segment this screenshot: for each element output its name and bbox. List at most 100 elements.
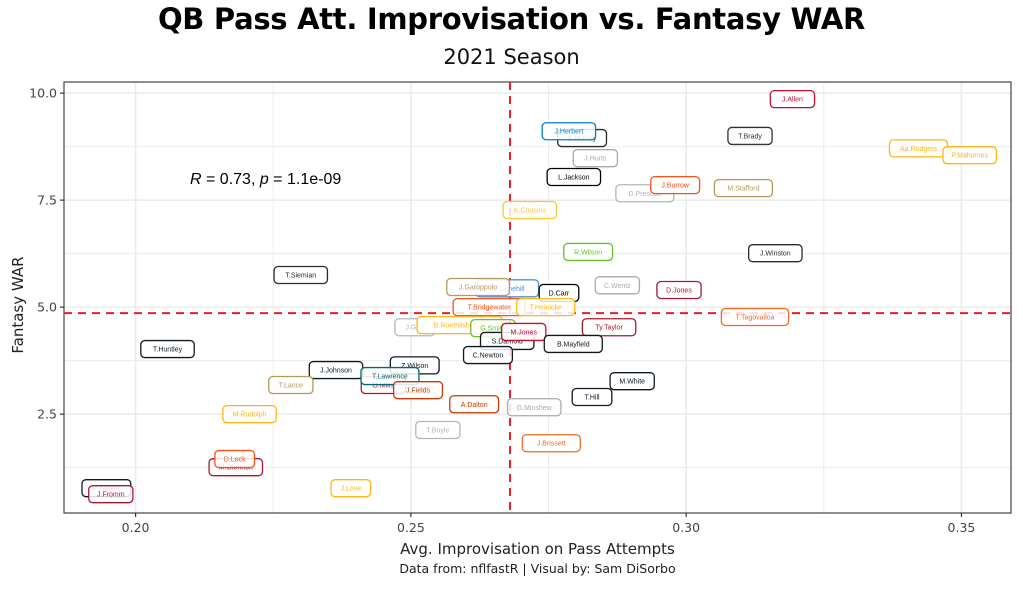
point-label-m-stafford: M.Stafford	[713, 178, 774, 198]
point-label-text: J.Allen	[782, 97, 803, 104]
point-label-text: Ty.Taylor	[595, 325, 623, 332]
label-box	[563, 242, 614, 262]
point-label-text: T.Siemian	[285, 273, 316, 280]
point-label-text: J.Love	[341, 486, 362, 493]
label-box	[500, 322, 547, 342]
point-label-text: A.Dalton	[461, 402, 488, 409]
point-label-text: C.Newton	[473, 353, 504, 360]
point-label-j-johnson: J.Johnson	[308, 360, 364, 380]
point-label-text: Aa.Rodgers	[900, 146, 937, 153]
label-box	[572, 149, 619, 168]
p-symbol: p	[259, 171, 269, 188]
point-label-m-rudolph: M.Rudolph	[222, 404, 277, 424]
point-label-text: T.Tagovailoa	[736, 314, 775, 321]
x-tick-label: 0.30	[672, 520, 700, 535]
point-label-text: K.Cousins	[514, 207, 546, 214]
label-box	[650, 175, 701, 195]
data-points: J.AllenT.BradyAa.RodgersP.MahomesK.Murra…	[81, 89, 998, 504]
point-label-text: T.Lawrence	[372, 374, 408, 381]
label-box	[656, 280, 702, 300]
point-label-t-siemian: T.Siemian	[273, 265, 329, 285]
point-label-t-lawrence: T.Lawrence	[360, 366, 420, 386]
point-label-text: P.Mahomes	[951, 153, 988, 160]
point-label-aa-rodgers: Aa.Rodgers	[888, 139, 949, 158]
point-label-t-boyle: T.Boyle	[415, 420, 461, 440]
label-box	[273, 265, 329, 285]
point-label-text: T.Brady	[738, 133, 762, 140]
point-label-text: L.Jackson	[558, 175, 590, 182]
label-box	[222, 404, 277, 424]
y-tick-label: 7.5	[37, 193, 57, 208]
point-label-t-brady: T.Brady	[727, 126, 773, 146]
point-label-text: T.Hill	[584, 395, 600, 402]
label-box	[546, 167, 602, 187]
point-label-j-fromm: J.Fromm	[88, 485, 134, 504]
point-label-text: C.Wentz	[604, 283, 631, 290]
r-value: 0.73	[220, 171, 251, 188]
point-label-j-love: J.Love	[330, 479, 372, 498]
sep: ,	[251, 171, 260, 188]
x-tick-label: 0.35	[948, 520, 976, 535]
point-label-text: J.Hurts	[584, 156, 607, 163]
label-box	[769, 89, 816, 109]
point-label-text: T.Boyle	[426, 427, 449, 434]
r-eq: =	[202, 171, 220, 188]
point-label-r-wilson: R.Wilson	[563, 242, 614, 262]
point-label-c-wentz: C.Wentz	[594, 276, 641, 295]
point-label-text: D.Carr	[549, 291, 570, 298]
label-box	[392, 381, 444, 400]
label-box	[521, 434, 581, 453]
point-label-text: T.Lance	[279, 383, 304, 390]
y-tick-label: 5.0	[37, 300, 57, 315]
point-label-text: J.Goff	[405, 325, 424, 332]
label-box	[360, 366, 420, 386]
point-label-text: J.Brissett	[537, 441, 566, 448]
label-box	[506, 398, 562, 417]
p-value: 1.1e-09	[287, 171, 341, 188]
label-box	[541, 122, 597, 141]
point-label-text: D.Jones	[666, 288, 692, 295]
point-label-text: T.Bridgewater	[468, 305, 511, 312]
point-label-text: T.Heinicke	[530, 305, 562, 312]
reference-lines	[64, 82, 1011, 513]
point-label-text: M.Stafford	[727, 186, 759, 193]
point-label-text: B.Mayfield	[557, 341, 590, 348]
label-box	[609, 372, 655, 391]
point-label-text: J.Fromm	[97, 492, 125, 499]
label-box	[462, 345, 513, 365]
point-label-text: J.Garoppolo	[459, 285, 497, 292]
plot-panel-border	[63, 81, 1012, 514]
correlation-annotation: R = 0.73, p = 1.1e-09	[190, 171, 341, 188]
point-label-j-winston: J.Winston	[748, 244, 803, 263]
point-label-text: J.Herbert	[554, 129, 583, 136]
y-tick-label: 10.0	[29, 86, 57, 101]
label-box	[942, 146, 998, 165]
chart-subtitle: 2021 Season	[443, 45, 580, 69]
y-tick-label: 2.5	[37, 407, 57, 422]
point-label-text: M.Jones	[511, 329, 538, 336]
point-label-text: M.White	[619, 379, 645, 386]
point-label-d-lock: D.Lock	[214, 449, 256, 469]
y-axis-label: Fantasy WAR	[9, 256, 27, 354]
point-label-text: D.Prescott	[629, 191, 662, 198]
point-label-b-mayfield: B.Mayfield	[543, 334, 603, 354]
point-label-d-jones: D.Jones	[656, 280, 702, 300]
label-box	[446, 277, 510, 297]
point-label-m-jones: M.Jones	[500, 322, 547, 342]
point-label-j-hurts: J.Hurts	[572, 149, 619, 168]
point-label-text: S.Darnold	[492, 338, 523, 345]
point-label-g-minshew: G.Minshew	[506, 398, 562, 417]
point-label-t-lance: T.Lance	[268, 375, 314, 395]
x-tick-label: 0.20	[122, 520, 150, 535]
label-box	[516, 297, 576, 317]
axes: 0.20 0.25 0.30 0.35 2.5 5.0 7.5 10.0	[29, 86, 975, 535]
chart-title: QB Pass Att. Improvisation vs. Fantasy W…	[157, 2, 866, 36]
label-box	[713, 178, 774, 198]
chart-caption: Data from: nflfastR | Visual by: Sam DiS…	[399, 561, 676, 576]
point-label-l-jackson: L.Jackson	[546, 167, 602, 187]
label-box	[543, 334, 603, 354]
point-label-text: G.Minshew	[517, 405, 553, 412]
point-label-text: D.Mills	[373, 383, 394, 390]
point-label-p-mahomes: P.Mahomes	[942, 146, 998, 165]
